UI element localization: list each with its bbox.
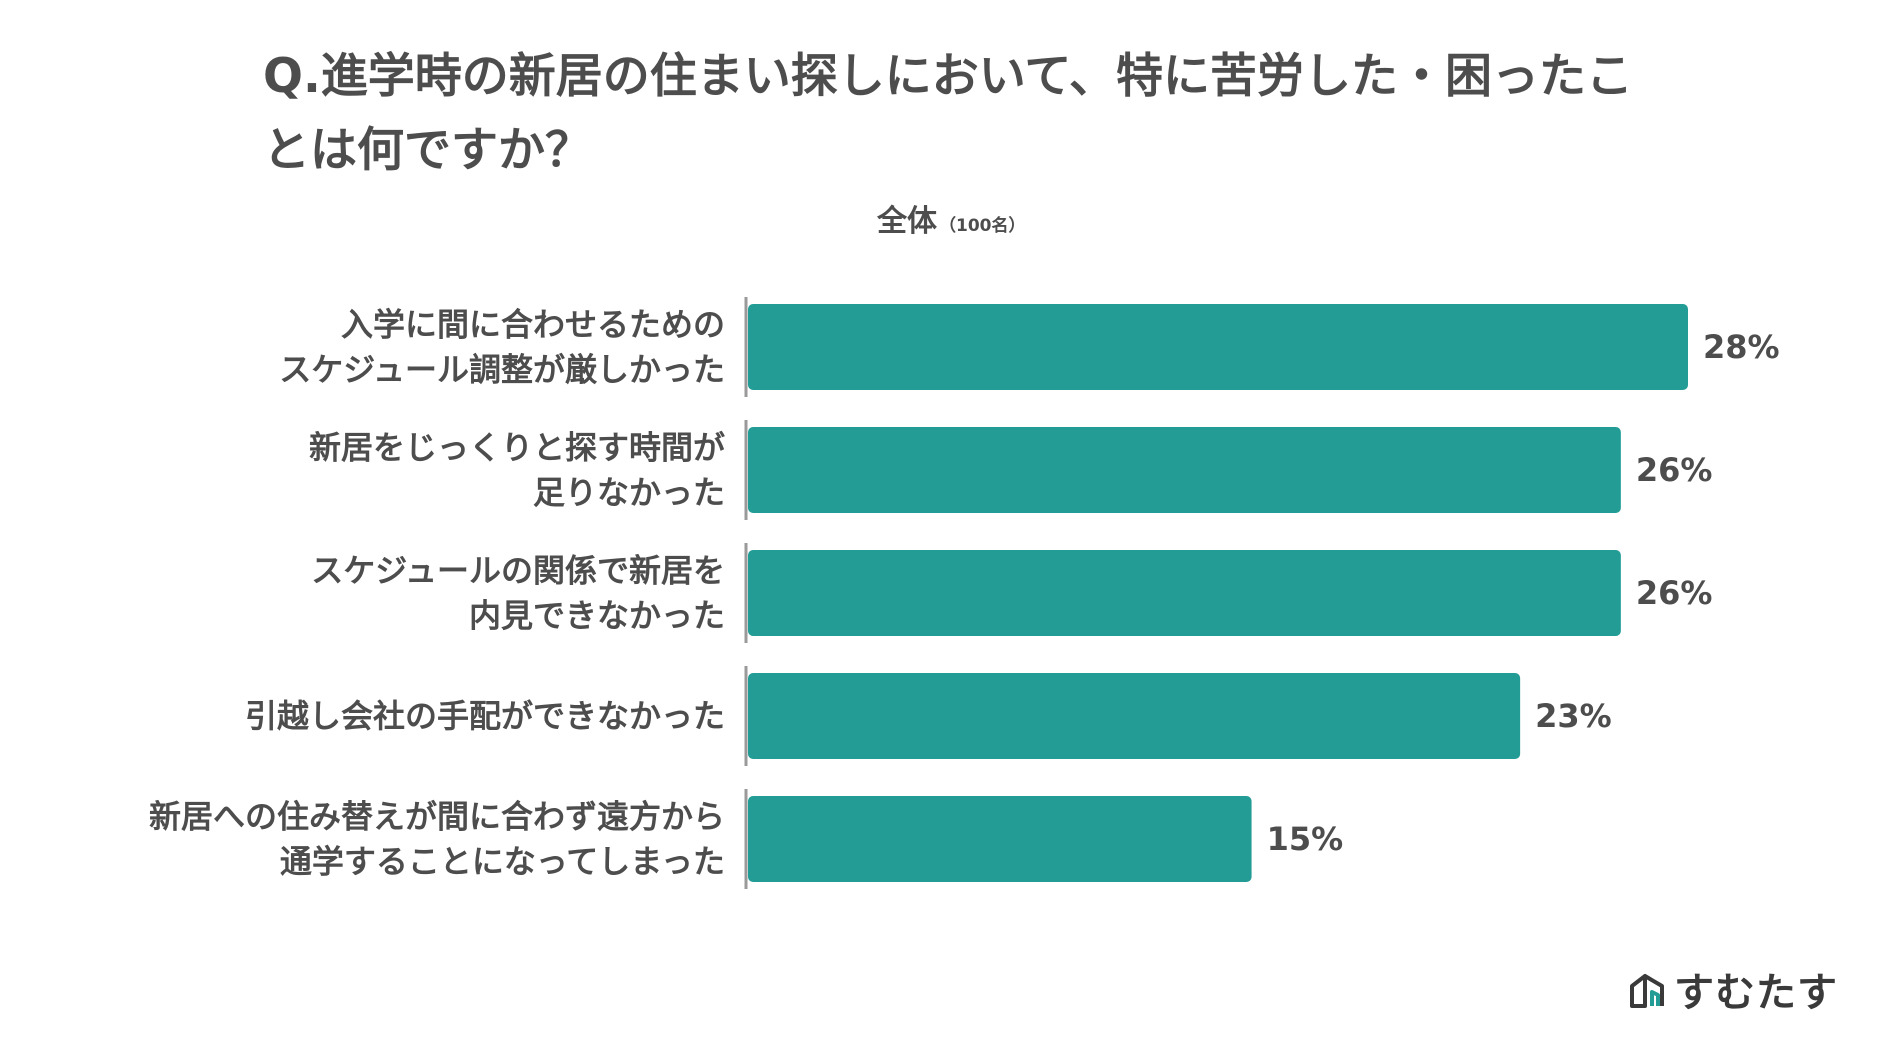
value-label: 23%	[1535, 697, 1612, 735]
bar	[748, 427, 1621, 513]
category-label: 新居への住み替えが間に合わず遠方から	[149, 798, 725, 836]
bar	[748, 304, 1688, 390]
category-label: スケジュール調整が厳しかった	[279, 351, 725, 389]
chart-subtitle: 全体 （100名）	[877, 196, 1026, 240]
subtitle-main: 全体	[877, 204, 937, 239]
category-label: 引越し会社の手配ができなかった	[245, 697, 725, 735]
category-label: 通学することになってしまった	[280, 843, 725, 881]
value-label: 26%	[1636, 574, 1713, 612]
category-label: 新居をじっくりと探す時間が	[309, 429, 725, 467]
bar	[748, 796, 1252, 882]
subtitle-note: （100名）	[939, 216, 1026, 236]
category-label: 入学に間に合わせるための	[341, 306, 725, 344]
bar	[748, 550, 1621, 636]
value-label: 28%	[1703, 328, 1780, 366]
category-label: スケジュールの関係で新居を	[311, 552, 725, 590]
house-logo-icon	[1630, 974, 1664, 1008]
value-label: 26%	[1636, 451, 1713, 489]
category-label: 内見できなかった	[469, 597, 725, 635]
chart-title: Q.進学時の新居の住まい探しにおいて、特に苦労した・困ったことは何ですか？	[263, 49, 1634, 178]
brand-name: すむたす	[1674, 970, 1838, 1016]
brand-logo: すむたす	[1628, 960, 1838, 1018]
category-label: 足りなかった	[533, 474, 725, 512]
value-label: 15%	[1267, 820, 1344, 858]
bar	[748, 673, 1521, 759]
